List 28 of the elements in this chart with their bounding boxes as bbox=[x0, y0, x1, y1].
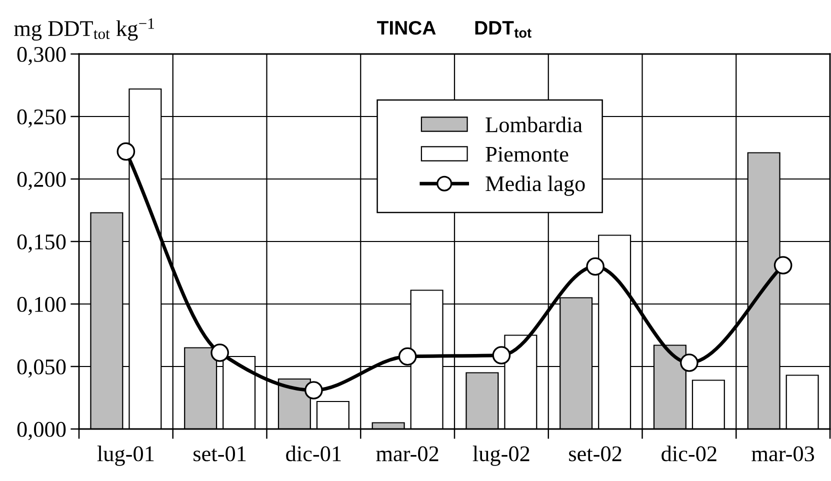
point bbox=[586, 257, 604, 276]
x-tick-label: mar-03 bbox=[752, 446, 814, 462]
y-axis-title: mg DDT$_{tot}$ kg$^{−1}$ bbox=[14, 18, 154, 41]
point bbox=[774, 256, 792, 274]
point bbox=[210, 344, 229, 362]
point bbox=[116, 142, 136, 161]
y-tick-label: 0,100 bbox=[17, 296, 66, 316]
x-tick-label: set-01 bbox=[194, 446, 246, 462]
x-tick-label: dic-02 bbox=[662, 446, 716, 462]
y-tick-label: 0,050 bbox=[17, 359, 66, 378]
point bbox=[398, 347, 417, 366]
legend-label: Media lago bbox=[486, 176, 585, 196]
x-tick-label: set-02 bbox=[569, 446, 622, 462]
point bbox=[304, 381, 323, 400]
x-tick-label: dic-01 bbox=[286, 446, 341, 462]
legend-label: Piemonte bbox=[486, 146, 568, 162]
legend-label: Lombardia bbox=[486, 116, 582, 132]
x-tick-label: lug-01 bbox=[97, 446, 154, 466]
y-tick-label: 0,150 bbox=[17, 234, 66, 253]
chart-title: TINCA DDT$_{tot}$ bbox=[377, 20, 532, 38]
point bbox=[680, 354, 698, 372]
y-tick-label: 0,200 bbox=[17, 172, 66, 190]
y-tick-label: 0,000 bbox=[17, 422, 66, 440]
y-tick-label: 0,250 bbox=[17, 109, 66, 128]
point bbox=[492, 346, 511, 364]
x-tick-label: mar-02 bbox=[376, 446, 438, 462]
y-tick-label: 0,300 bbox=[17, 46, 66, 66]
x-tick-label: lug-02 bbox=[472, 446, 530, 466]
